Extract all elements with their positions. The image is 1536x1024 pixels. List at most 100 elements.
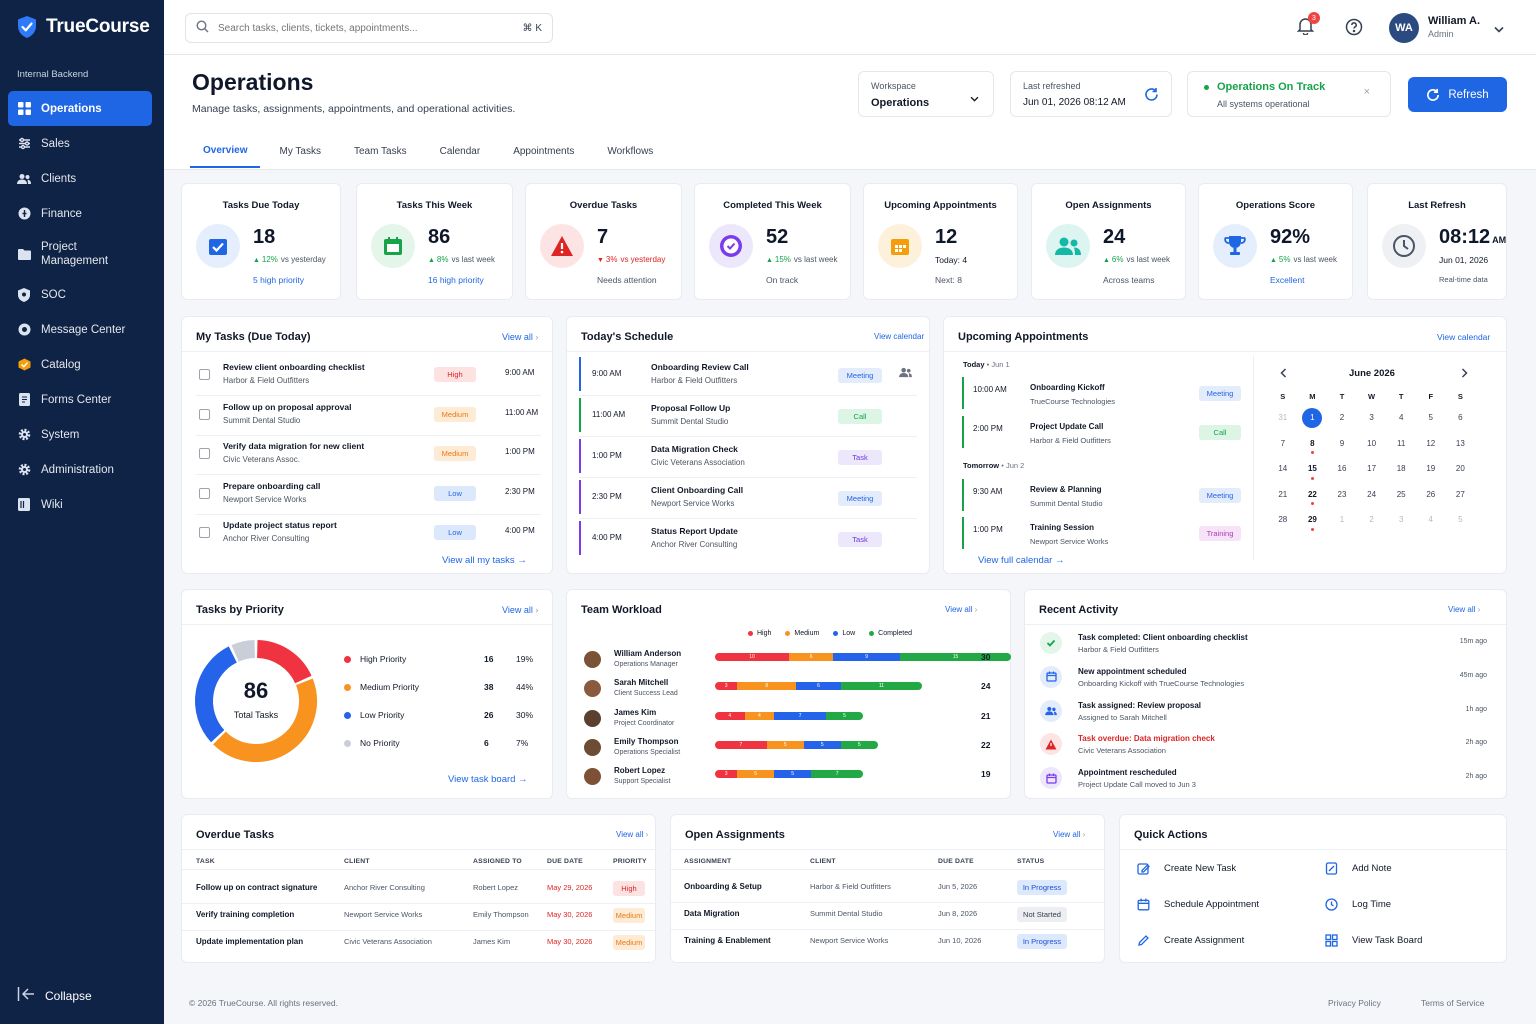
task-row[interactable]: Review client onboarding checklist Harbor… <box>182 362 552 396</box>
tab-workflows[interactable]: Workflows <box>607 145 654 157</box>
activity-view-all[interactable]: View all › <box>1448 605 1480 614</box>
schedule-item[interactable]: 11:00 AM Proposal Follow Up Summit Dental … <box>567 398 929 437</box>
sidebar-item-sales[interactable]: Sales <box>8 126 152 161</box>
stat-card[interactable]: Tasks This Week 86 ▲ 8% vs last week 16 high… <box>356 183 513 300</box>
my-tasks-view-all[interactable]: View all › <box>502 332 538 342</box>
workload-row[interactable]: James Kim Project Coordinator 4 4 7 5 21 <box>567 708 1007 734</box>
calendar-day[interactable]: 23 <box>1327 482 1357 508</box>
task-checkbox[interactable] <box>199 448 210 459</box>
help-button[interactable] <box>1345 18 1363 39</box>
quick-action-create-new-task[interactable]: Create New Task <box>1137 862 1236 875</box>
calendar-day[interactable]: 22 <box>1298 482 1328 508</box>
table-row[interactable]: Onboarding & Setup Harbor & Field Outfitt… <box>671 878 1104 903</box>
calendar-day[interactable]: 26 <box>1416 482 1446 508</box>
task-checkbox[interactable] <box>199 487 210 499</box>
collapse-button[interactable]: Collapse <box>17 986 92 1005</box>
calendar-day[interactable]: 14 <box>1268 456 1298 482</box>
calendar-day[interactable]: 9 <box>1327 431 1357 457</box>
sidebar-item-wiki[interactable]: Wiki <box>8 487 152 522</box>
terms-of-service-link[interactable]: Terms of Service <box>1421 998 1485 1008</box>
appointment-item[interactable]: 1:00 PM Training Session Newport Service W… <box>944 517 1244 549</box>
stat-card[interactable]: Completed This Week 52 ▲ 15% vs last week On… <box>694 183 851 300</box>
calendar-day[interactable]: 11 <box>1386 431 1416 457</box>
activity-item[interactable]: Appointment rescheduled Project Update Ca… <box>1025 765 1505 795</box>
calendar-day[interactable]: 19 <box>1416 456 1446 482</box>
task-checkbox[interactable] <box>199 527 210 538</box>
calendar-day[interactable]: 18 <box>1386 456 1416 482</box>
sidebar-item-soc[interactable]: SOC <box>8 277 152 312</box>
view-full-calendar-link[interactable]: View full calendar → <box>978 555 1064 566</box>
calendar-next-icon[interactable] <box>1461 367 1468 381</box>
avatar[interactable]: WA <box>1389 13 1419 43</box>
tab-calendar[interactable]: Calendar <box>439 145 481 157</box>
task-row[interactable]: Prepare onboarding call Newport Service W… <box>182 481 552 515</box>
stat-card[interactable]: Tasks Due Today 18 ▲ 12% vs yesterday 5 high… <box>181 183 341 300</box>
workspace-select[interactable]: Workspace Operations <box>858 71 994 117</box>
tab-appointments[interactable]: Appointments <box>513 145 575 157</box>
calendar-day[interactable]: 2 <box>1327 405 1357 431</box>
schedule-view-calendar[interactable]: View calendar <box>874 332 925 341</box>
stat-card[interactable]: Operations Score 92% ▲ 5% vs last week Excel… <box>1198 183 1353 300</box>
users-icon[interactable] <box>899 367 912 381</box>
privacy-policy-link[interactable]: Privacy Policy <box>1328 998 1381 1008</box>
sidebar-item-administration[interactable]: Administration <box>8 452 152 487</box>
stat-card[interactable]: Overdue Tasks 7 ▼ 3% vs yesterday Needs atte… <box>525 183 682 300</box>
calendar-day[interactable]: 28 <box>1268 507 1298 533</box>
tab-team-tasks[interactable]: Team Tasks <box>353 145 407 157</box>
quick-action-schedule-appointment[interactable]: Schedule Appointment <box>1137 898 1259 911</box>
calendar-day[interactable]: 12 <box>1416 431 1446 457</box>
calendar-day[interactable]: 2 <box>1357 507 1387 533</box>
sidebar-item-catalog[interactable]: Catalog <box>8 347 152 382</box>
calendar-day[interactable]: 24 <box>1357 482 1387 508</box>
appointments-view-calendar[interactable]: View calendar <box>1437 332 1491 342</box>
sidebar-item-project-management[interactable]: Project Management <box>8 231 152 277</box>
calendar-day[interactable]: 7 <box>1268 431 1298 457</box>
activity-item[interactable]: Task overdue: Data migration check Civic … <box>1025 731 1505 761</box>
calendar-day[interactable]: 3 <box>1357 405 1387 431</box>
calendar-day[interactable]: 8 <box>1298 431 1328 457</box>
calendar-day[interactable]: 17 <box>1357 456 1387 482</box>
chevron-down-icon[interactable] <box>1494 22 1504 36</box>
donut-slice-low-priority[interactable] <box>195 646 238 743</box>
refresh-icon[interactable] <box>1144 87 1159 105</box>
table-row[interactable]: Follow up on contract signature Anchor Ri… <box>182 879 655 904</box>
calendar-day[interactable]: 4 <box>1386 405 1416 431</box>
calendar-day[interactable]: 6 <box>1446 405 1476 431</box>
sidebar-item-forms-center[interactable]: Forms Center <box>8 382 152 417</box>
task-checkbox[interactable] <box>199 408 210 420</box>
calendar-day[interactable]: 4 <box>1416 507 1446 533</box>
appointment-item[interactable]: 2:00 PM Project Update Call Harbor & Field… <box>944 416 1244 448</box>
stat-card[interactable]: Last Refresh 08:12 AM Jun 01, 2026 Real-time… <box>1367 183 1507 300</box>
calendar-day[interactable]: 10 <box>1357 431 1387 457</box>
workload-row[interactable]: William Anderson Operations Manager 10 6 9 15… <box>567 649 1011 675</box>
activity-item[interactable]: Task completed: Client onboarding checkl… <box>1025 630 1505 660</box>
task-checkbox[interactable] <box>199 369 210 380</box>
calendar-day[interactable]: 5 <box>1446 507 1476 533</box>
table-row[interactable]: Update implementation plan Civic Veterans… <box>182 933 655 957</box>
quick-action-view-task-board[interactable]: View Task Board <box>1325 934 1422 947</box>
workload-row[interactable]: Sarah Mitchell Client Success Lead 3 8 6 11 24 <box>567 678 1007 704</box>
calendar-prev-icon[interactable] <box>1280 367 1287 381</box>
stat-card[interactable]: Upcoming Appointments 12 Today: 4 Next: 8 <box>863 183 1018 300</box>
overdue-view-all[interactable]: View all › <box>616 830 648 839</box>
global-search[interactable]: ⌘ K <box>185 13 553 43</box>
calendar-day[interactable]: 13 <box>1446 431 1476 457</box>
task-row[interactable]: Update project status report Anchor River… <box>182 520 552 554</box>
view-all-my-tasks-link[interactable]: View all my tasks → <box>442 555 527 566</box>
donut-slice-medium-priority[interactable] <box>213 678 317 762</box>
table-row[interactable]: Training & Enablement Newport Service Wor… <box>671 932 1104 956</box>
quick-action-add-note[interactable]: Add Note <box>1325 862 1392 875</box>
sidebar-item-message-center[interactable]: Message Center <box>8 312 152 347</box>
schedule-item[interactable]: 9:00 AM Onboarding Review Call Harbor & Fi… <box>567 357 929 396</box>
calendar-day[interactable]: 3 <box>1386 507 1416 533</box>
donut-slice-high-priority[interactable] <box>256 640 312 684</box>
schedule-item[interactable]: 1:00 PM Data Migration Check Civic Veteran… <box>567 439 929 478</box>
tab-overview[interactable]: Overview <box>190 134 261 168</box>
quick-action-create-assignment[interactable]: Create Assignment <box>1137 934 1244 947</box>
calendar-day[interactable]: 31 <box>1268 405 1298 431</box>
calendar-day[interactable]: 27 <box>1446 482 1476 508</box>
sidebar-item-system[interactable]: System <box>8 417 152 452</box>
schedule-item[interactable]: 4:00 PM Status Report Update Anchor River … <box>567 521 929 557</box>
calendar-day[interactable]: 25 <box>1386 482 1416 508</box>
activity-item[interactable]: New appointment scheduled Onboarding Kick… <box>1025 664 1505 694</box>
